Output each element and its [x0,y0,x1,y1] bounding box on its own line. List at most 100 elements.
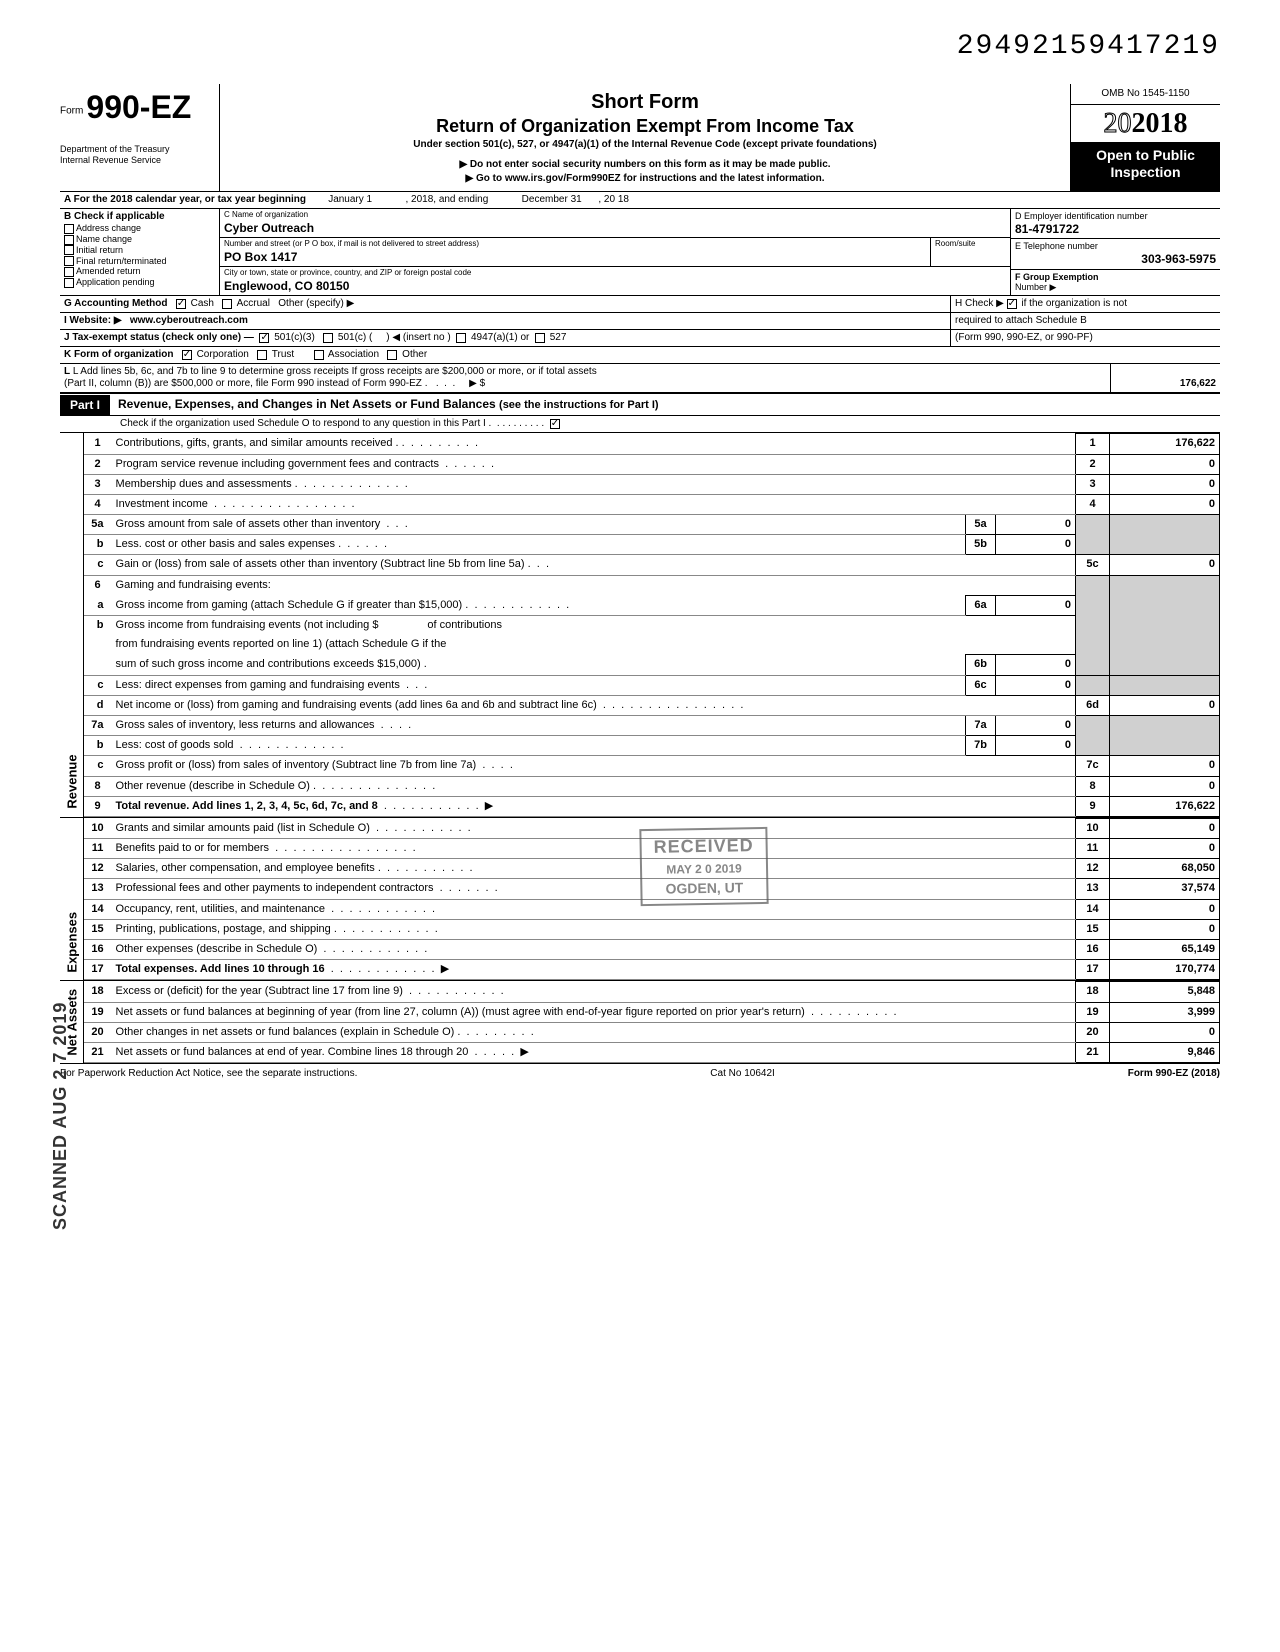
g-label: G Accounting Method [64,298,168,309]
cb-application-pending[interactable] [64,278,74,288]
f-label: F Group Exemption [1015,272,1099,282]
website: www.cyberoutreach.com [130,315,248,326]
cb-trust[interactable] [257,350,267,360]
part1-title: Revenue, Expenses, and Changes in Net As… [118,397,496,411]
cb-final-return[interactable] [64,256,74,266]
line7b-val: 0 [996,736,1076,756]
room-label: Room/suite [931,238,1010,250]
line2-desc: Program service revenue including govern… [116,458,439,470]
cb-501c[interactable] [323,333,333,343]
row-a-period: A For the 2018 calendar year, or tax yea… [60,192,1220,209]
line5b-val: 0 [996,535,1076,555]
cb-association[interactable] [314,350,324,360]
lbl-accrual: Accrual [237,298,270,309]
line6c-num: 6c [966,675,996,695]
cb-527[interactable] [535,333,545,343]
line15-val: 0 [1110,919,1220,939]
netassets-section: Net Assets 18Excess or (deficit) for the… [60,980,1220,1063]
org-block: C Name of organization Cyber Outreach Nu… [220,209,1010,295]
cb-h-schedule-b[interactable] [1007,299,1017,309]
lbl-final-return: Final return/terminated [76,256,167,266]
line8-num: 8 [1076,776,1110,796]
line4-num: 4 [1076,494,1110,514]
lbl-527: 527 [550,332,567,343]
h-text1: H Check ▶ [955,298,1004,309]
cb-4947[interactable] [456,333,466,343]
cb-initial-return[interactable] [64,245,74,255]
lbl-other-org: Other [402,349,427,360]
row-g-h: G Accounting Method Cash Accrual Other (… [60,296,1220,313]
lbl-application-pending: Application pending [76,277,155,287]
omb-number: OMB No 1545-1150 [1071,84,1220,105]
netassets-table: 18 Excess or (deficit) for the year (Subt… [84,981,1220,1063]
line17-desc: Total expenses. Add lines 10 through 16 [116,963,325,975]
line15-num: 15 [1076,919,1110,939]
part1-check-row: Check if the organization used Schedule … [60,416,1220,433]
line13-val: 37,574 [1110,879,1220,899]
revenue-label-text: Revenue [64,755,80,809]
city-label: City or town, state or province, country… [220,267,1010,279]
line20-desc: Other changes in net assets or fund bala… [116,1026,461,1038]
footer-right: Form 990-EZ (2018) [1128,1068,1220,1080]
cb-501c3[interactable] [259,333,269,343]
line18-num: 18 [1076,982,1110,1002]
form-header: Form 990-EZ Department of the Treasury I… [60,84,1220,193]
line4-val: 0 [1110,494,1220,514]
line17-num: 17 [1076,960,1110,980]
line5a-desc: Gross amount from sale of assets other t… [116,518,381,530]
line11-desc: Benefits paid to or for members [116,842,269,854]
line8-val: 0 [1110,776,1220,796]
l-text1: L Add lines 5b, 6c, and 7b to line 9 to … [73,366,597,377]
footer-mid: Cat No 10642I [710,1068,775,1080]
lbl-501c: 501(c) ( [338,332,372,343]
line14-val: 0 [1110,899,1220,919]
line6c-desc: Less: direct expenses from gaming and fu… [116,679,400,691]
cb-address-change[interactable] [64,224,74,234]
lbl-amended-return: Amended return [76,266,141,276]
lbl-4947: 4947(a)(1) or [471,332,529,343]
line14-num: 14 [1076,899,1110,919]
row-i: I Website: ▶ www.cyberoutreach.com requi… [60,313,1220,330]
cb-schedule-o[interactable] [550,419,560,429]
line5c-val: 0 [1110,555,1220,575]
dept-treasury: Department of the Treasury [60,144,211,155]
subtitle: Under section 501(c), 527, or 4947(a)(1)… [228,139,1062,151]
e-label: E Telephone number [1015,241,1216,252]
line18-desc: Excess or (deficit) for the year (Subtra… [116,985,403,997]
revenue-table: 1Contributions, gifts, grants, and simil… [84,433,1220,817]
lbl-501c3: 501(c)(3) [274,332,315,343]
line5b-desc: Less. cost or other basis and sales expe… [116,538,342,550]
row-j: J Tax-exempt status (check only one) — 5… [60,330,1220,347]
line6b-desc4: sum of such gross income and contributio… [116,658,427,670]
line6b-desc1: Gross income from fundraising events (no… [116,619,379,631]
cb-other-org[interactable] [387,350,397,360]
line7a-desc: Gross sales of inventory, less returns a… [116,719,375,731]
line21-num: 21 [1076,1042,1110,1062]
line16-val: 65,149 [1110,940,1220,960]
cb-name-change[interactable] [64,235,74,245]
cb-cash[interactable] [176,299,186,309]
org-address: PO Box 1417 [220,250,930,266]
line14-desc: Occupancy, rent, utilities, and maintena… [116,903,326,915]
cb-accrual[interactable] [222,299,232,309]
ein: 81-4791722 [1015,222,1216,236]
cb-amended-return[interactable] [64,267,74,277]
year-digits: 2018 [1132,108,1188,139]
line5a-num: 5a [966,515,996,535]
line1-num: 1 [1076,434,1110,454]
h-text2: if the organization is not [1021,298,1127,309]
ssn-warning: ▶ Do not enter social security numbers o… [228,159,1062,171]
cb-corporation[interactable] [182,350,192,360]
part1-tag: Part I [60,395,110,415]
line13-desc: Professional fees and other payments to … [116,882,434,894]
h-text4: (Form 990, 990-EZ, or 990-PF) [955,332,1093,343]
line6b-val: 0 [996,655,1076,675]
line3-val: 0 [1110,474,1220,494]
footer-left: For Paperwork Reduction Act Notice, see … [60,1068,357,1080]
addr-label: Number and street (or P O box, if mail i… [220,238,930,250]
i-label: I Website: ▶ [64,315,122,326]
line6c-val: 0 [996,675,1076,695]
row-l: L L Add lines 5b, 6c, and 7b to line 9 t… [60,364,1220,393]
tax-year: 202018 [1071,105,1220,144]
line10-num: 10 [1076,818,1110,838]
